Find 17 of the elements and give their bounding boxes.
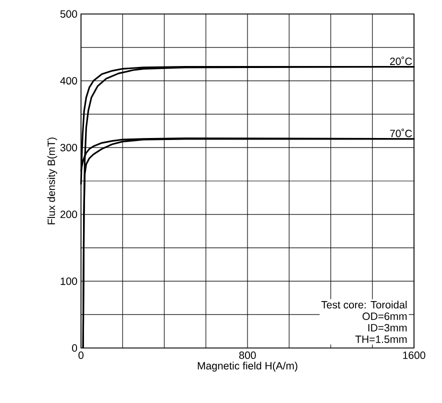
series-label: 70˚C — [390, 128, 412, 138]
y-axis-title: Flux density B(mT) — [47, 138, 58, 224]
y-tick-label: 300 — [60, 144, 78, 152]
annotation: TH=1.5mm — [355, 336, 407, 343]
y-tick-label: 100 — [60, 277, 78, 285]
x-tick-label: 1600 — [403, 352, 426, 359]
annotation: Test core: Toroidal — [321, 300, 407, 308]
y-tick-label: 500 — [60, 10, 78, 18]
y-tick-label: 200 — [60, 210, 78, 218]
y-tick-label: 0 — [72, 344, 78, 352]
x-tick-label: 0 — [78, 352, 84, 359]
x-axis-title: Magnetic field H(A/m) — [198, 362, 298, 372]
annotation: OD=6mm — [362, 312, 407, 320]
x-tick-label: 800 — [239, 352, 256, 359]
y-tick-label: 400 — [60, 77, 78, 85]
annotation: ID=3mm — [368, 324, 407, 332]
series-label: 20˚C — [390, 56, 412, 66]
